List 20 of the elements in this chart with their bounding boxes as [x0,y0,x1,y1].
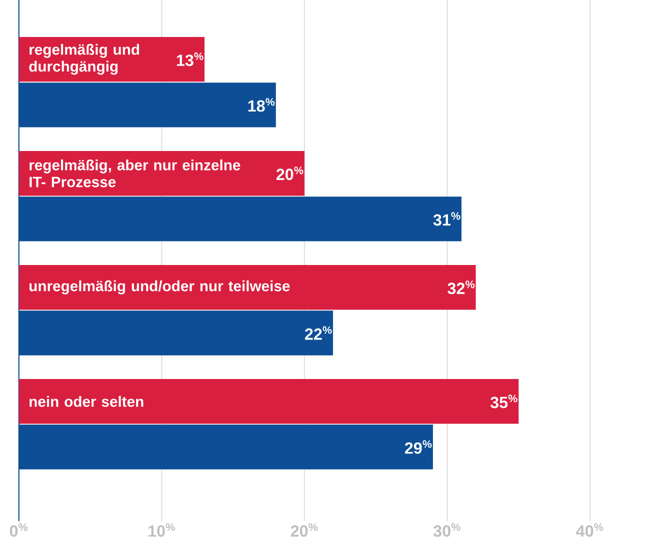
y-tick-label: unregelmäßig und/oder nur teilweise [30,280,290,294]
bar [18,379,519,424]
data-label: 20$^{%}$ [276,166,304,180]
x-tick-label: 20$^{%}$ [290,523,318,537]
data-label: 18$^{%}$ [248,98,275,112]
data-label: 13$^{%}$ [176,52,204,66]
x-tick-label: 30$^{%}$ [433,523,460,537]
y-tick-label: regelmäßig, aber nur einzelne IT- Prozesse [30,160,240,188]
data-label: 35$^{%}$ [490,394,518,408]
y-tick-label: nein oder selten [30,396,144,407]
data-label: 31$^{%}$ [433,212,460,226]
x-tick-label: 10$^{%}$ [148,523,175,537]
x-tick-label: 0$^{%}$ [10,523,28,537]
x-tick-label: 40$^{%}$ [576,523,604,537]
data-label: 22$^{%}$ [305,326,332,340]
data-label: 29$^{%}$ [404,440,432,454]
bar [18,265,476,310]
y-tick-label: regelmäßig und durchgängig [29,44,140,75]
data-label: 32$^{%}$ [448,280,475,294]
bar [18,151,304,196]
